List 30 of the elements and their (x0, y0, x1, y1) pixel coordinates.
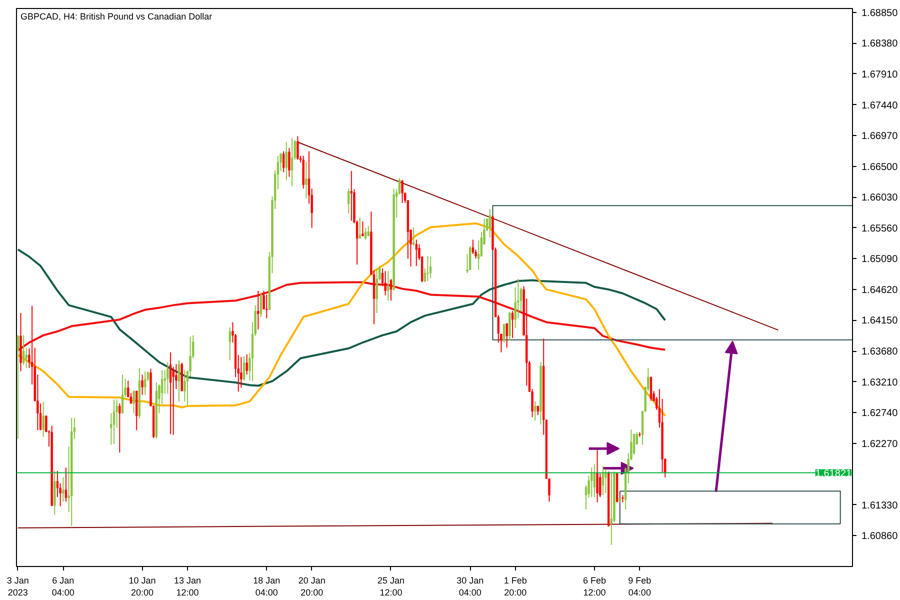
y-tick-label: 1.64150 (862, 316, 898, 327)
x-tick-label: 6 Feb 12:00 (582, 576, 606, 598)
x-tick-label: 10 Jan 20:00 (128, 576, 156, 598)
x-tick-label: 25 Jan 12:00 (377, 576, 404, 598)
y-tick-label: 1.67440 (862, 100, 898, 112)
y-tick-label: 1.64620 (862, 284, 898, 296)
x-tick-label: 1 Feb 20:00 (504, 576, 527, 598)
x-tick-label: 6 Jan 04:00 (52, 576, 74, 598)
y-tick-label: 1.65090 (862, 254, 898, 266)
y-tick-label: 1.63210 (862, 377, 898, 388)
x-tick-label: 18 Jan 04:00 (253, 576, 280, 598)
y-tick-label: 1.62270 (862, 438, 898, 450)
x-tick-label: 13 Jan 12:00 (174, 576, 202, 598)
y-tick-label: 1.66970 (862, 131, 898, 142)
y-tick-label: 1.68380 (862, 38, 898, 50)
y-tick-label: 1.66500 (862, 162, 898, 173)
y-tick-label: 1.61330 (862, 500, 898, 512)
y-tick-label: 1.60860 (862, 531, 898, 542)
y-tick-label: 1.63680 (862, 346, 898, 358)
ref-line-label: 1.61821 (815, 468, 852, 480)
chart-title: GBPCAD, H4: British Pound vs Canadian Dollar (20, 12, 212, 22)
x-tick-label: 9 Feb 04:00 (628, 576, 652, 598)
x-tick-label: 30 Jan 04:00 (456, 576, 484, 598)
x-tick-label: 20 Jan 20:00 (298, 576, 326, 598)
y-tick-label: 1.68850 (862, 8, 898, 19)
y-tick-label: 1.66030 (862, 192, 898, 204)
y-tick-label: 1.65560 (862, 223, 898, 234)
x-tick-label: 3 Jan 2023 (6, 576, 29, 598)
y-tick-label: 1.62740 (862, 408, 898, 420)
y-tick-label: 1.67910 (862, 69, 898, 80)
